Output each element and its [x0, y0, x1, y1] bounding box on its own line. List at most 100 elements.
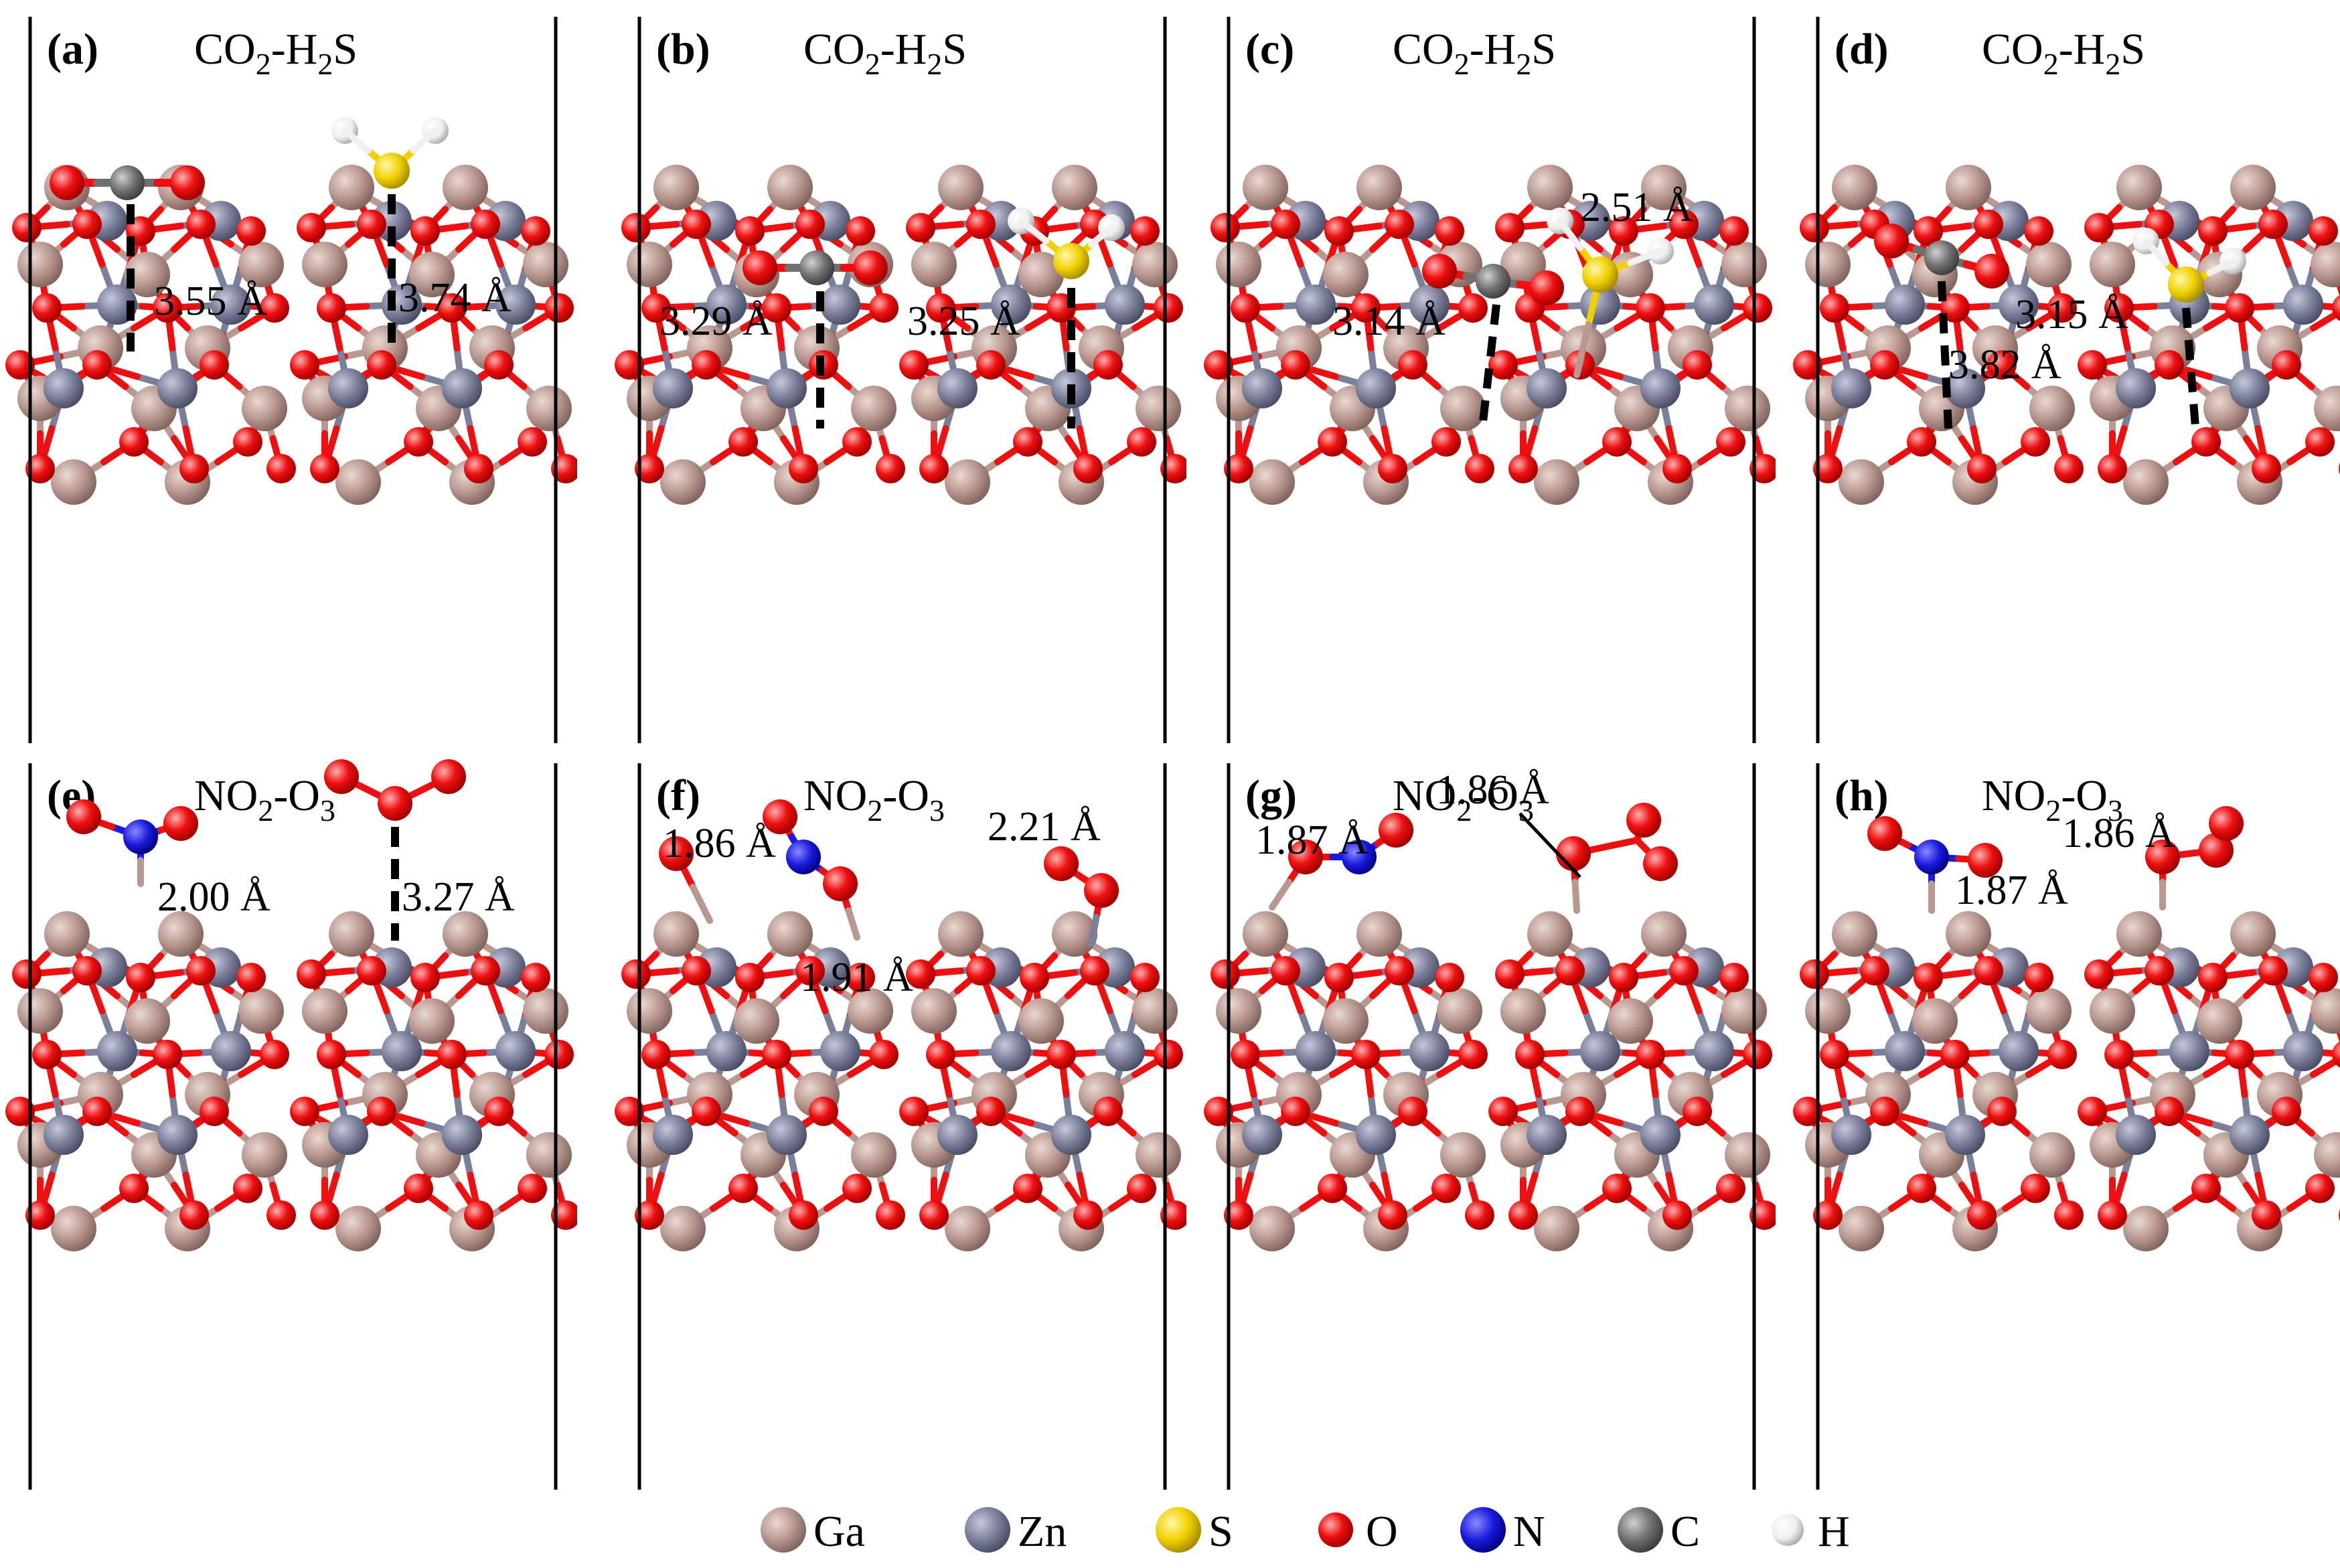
atom-ga: [329, 911, 374, 957]
atom-ga: [1832, 165, 1877, 210]
atom-ga: [526, 386, 572, 431]
atom-o: [1669, 210, 1699, 239]
panel-label: (a): [47, 25, 98, 74]
atom-o: [789, 1200, 818, 1230]
atom-o: [1318, 427, 1347, 457]
legend-item-n: N: [1460, 1507, 1545, 1556]
atom-c: [1476, 264, 1510, 299]
atom-o: [2252, 454, 2281, 483]
atom-o: [1127, 427, 1156, 457]
atom-ga: [767, 165, 813, 210]
atom-ga: [1356, 911, 1402, 957]
atom-ga: [242, 1132, 287, 1178]
atom-ga: [526, 1132, 572, 1178]
distance-label: 3.74 Å: [398, 275, 512, 321]
atom-zn: [211, 1031, 251, 1071]
atom-ga: [1356, 165, 1402, 210]
atom-o: [1465, 454, 1494, 483]
atom-o: [1683, 350, 1712, 380]
atom-zn: [157, 368, 198, 408]
atom-ga: [1725, 1132, 1770, 1178]
atom-o: [1719, 963, 1749, 992]
atom-o: [853, 250, 888, 285]
atom-o: [1870, 1097, 1899, 1126]
atom-o: [2272, 1097, 2301, 1126]
atom-zn: [820, 1031, 860, 1071]
atom-o: [1626, 803, 1661, 838]
slab-surface: [615, 165, 1186, 505]
atom-ga: [653, 911, 699, 957]
atom-o: [1867, 816, 1902, 851]
atom-o: [2047, 1040, 2077, 1069]
atom-o: [1013, 1174, 1042, 1203]
atom-o: [2191, 1174, 2221, 1203]
atom-o: [1154, 1040, 1183, 1069]
atom-o: [1465, 1200, 1494, 1230]
atom-o: [2155, 350, 2184, 380]
atom-o: [12, 213, 42, 242]
atom-o: [1968, 843, 2003, 878]
atom-o: [179, 454, 209, 483]
atom-s: [2168, 266, 2204, 303]
atom-o: [1020, 963, 1049, 992]
atom-o: [876, 454, 905, 483]
atom-o: [484, 350, 514, 380]
slab-surface: [1793, 911, 2340, 1251]
atom-o: [357, 956, 386, 986]
atom-o: [32, 293, 62, 323]
panel-title: NO2-O3: [194, 771, 335, 828]
atom-ga: [1946, 165, 1991, 210]
atom-o: [2021, 427, 2050, 457]
atom-zn: [820, 285, 860, 325]
slab-surface: [5, 911, 577, 1251]
atom-ga: [1608, 252, 1653, 297]
atom-o: [1422, 254, 1457, 289]
atom-o: [809, 1097, 838, 1126]
atom-o: [2225, 293, 2254, 323]
atom-ga: [17, 988, 63, 1034]
panel-label: (g): [1245, 771, 1297, 820]
atom-o: [471, 210, 500, 239]
slab-surface: [615, 911, 1186, 1251]
atom-o: [1458, 1040, 1488, 1069]
atom-ga: [1132, 988, 1178, 1034]
atom-ga: [2029, 386, 2075, 431]
atom-o: [966, 210, 996, 239]
atom-o: [1231, 293, 1260, 323]
atom-o: [5, 350, 35, 380]
atom-o: [119, 427, 149, 457]
atom-zn: [1694, 1031, 1734, 1071]
atom-o: [1987, 1097, 2017, 1126]
atom-ga: [335, 459, 381, 505]
distance-label: 3.27 Å: [402, 874, 515, 920]
atom-ga: [1608, 998, 1653, 1044]
leader-line: [1518, 812, 1581, 878]
atom-ga: [1725, 386, 1770, 431]
panel-label: (b): [656, 25, 710, 74]
bond: [1088, 914, 1100, 947]
atom-ga: [945, 459, 990, 505]
atom-o: [1231, 1040, 1260, 1069]
atom-zn: [1885, 1031, 1925, 1071]
atom-zn: [706, 1031, 747, 1071]
atom-ga: [1132, 242, 1178, 287]
atom-o: [906, 959, 935, 989]
atom-zn: [1640, 1115, 1681, 1155]
atom-ga: [1216, 988, 1261, 1034]
atom-o: [2305, 1174, 2335, 1203]
atom-o: [899, 350, 929, 380]
atom-ga: [1946, 911, 1991, 957]
atom-o: [692, 1097, 721, 1126]
atom-o: [1974, 210, 2003, 239]
atom-o: [1643, 846, 1678, 881]
distance-label: 1.91 Å: [800, 955, 913, 1000]
atom-ga: [17, 242, 63, 287]
distance-label: 3.14 Å: [1332, 299, 1446, 344]
atom-zn: [495, 285, 536, 325]
atom-o: [2084, 959, 2114, 989]
atom-o: [200, 1097, 229, 1126]
atom-o: [1636, 293, 1665, 323]
atom-o: [1093, 350, 1123, 380]
bond: [845, 907, 860, 941]
